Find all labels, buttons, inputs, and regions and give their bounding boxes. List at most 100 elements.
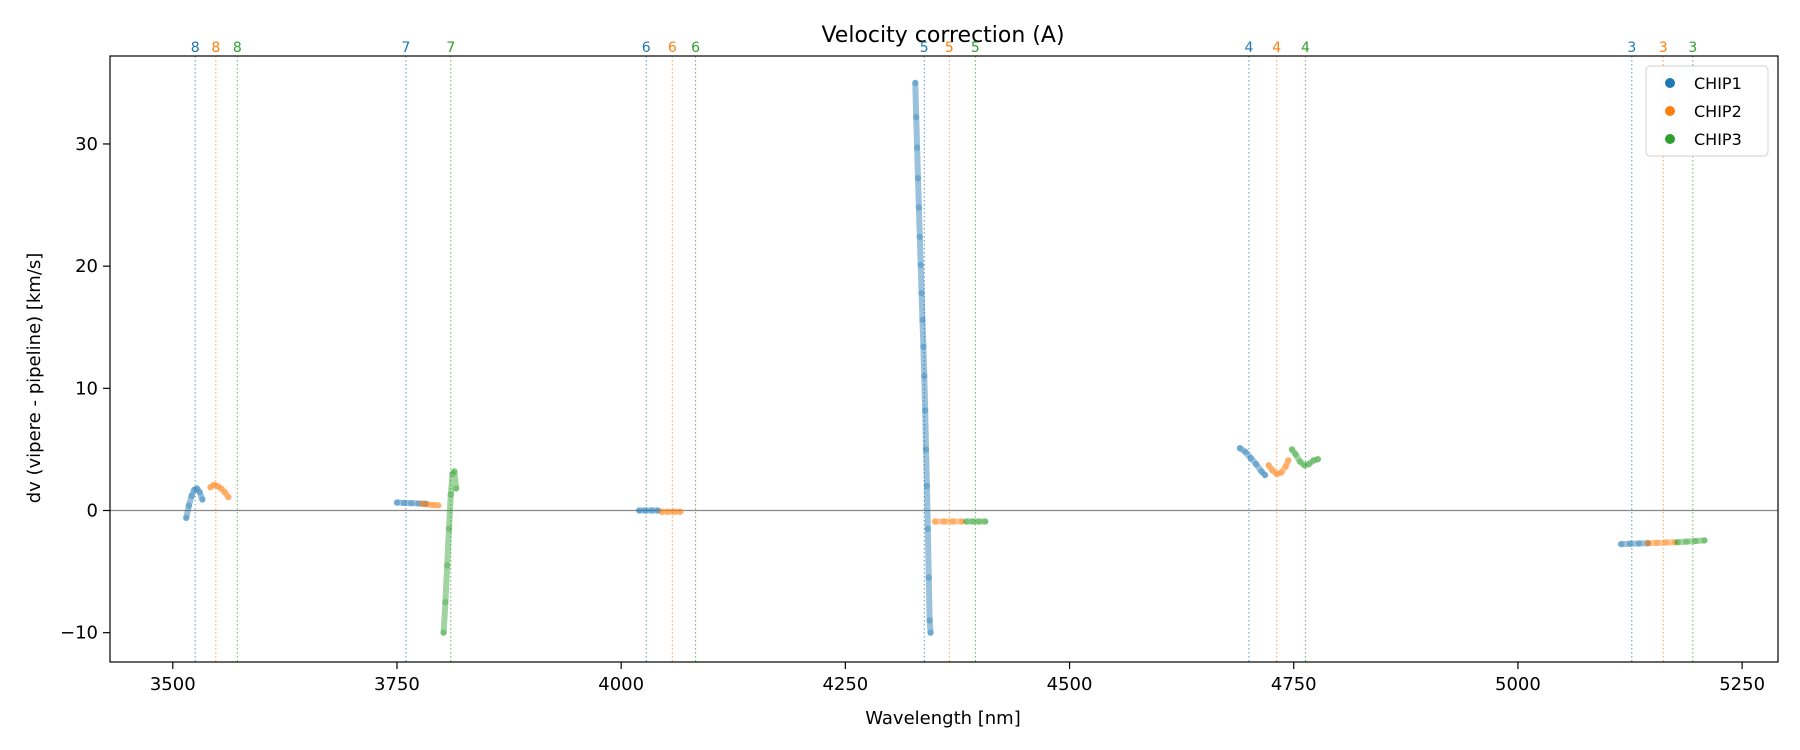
data-point-chip3 [1292, 451, 1299, 458]
data-point-chip1 [918, 289, 925, 297]
data-point-chip1 [1635, 540, 1643, 547]
data-point-chip1 [912, 79, 919, 87]
data-point-chip1 [1242, 448, 1249, 456]
series-trace-chip1 [393, 499, 429, 507]
data-point-chip3 [445, 525, 453, 533]
order-marker-label: 3 [1659, 40, 1668, 56]
series-trace-chip3 [1674, 537, 1708, 546]
data-point-chip2 [429, 501, 437, 509]
data-point-chip2 [1662, 539, 1670, 546]
series-trace-chip2 [1265, 457, 1292, 477]
data-point-chip3 [452, 485, 460, 492]
order-marker-label: 4 [1244, 40, 1253, 56]
series-trace-chip1 [912, 79, 934, 636]
data-point-chip2 [210, 481, 218, 489]
data-point-chip2 [424, 501, 431, 508]
data-point-chip2 [958, 518, 966, 525]
legend-box [1645, 65, 1769, 157]
data-point-chip3 [975, 518, 983, 525]
data-point-chip2 [1653, 539, 1661, 547]
data-point-chip2 [1282, 463, 1289, 470]
y-tick-label: 0 [87, 501, 98, 522]
order-marker-label: 7 [446, 40, 455, 56]
data-point-chip3 [1296, 458, 1304, 465]
data-point-chip3 [1288, 446, 1296, 453]
data-point-chip3 [982, 518, 989, 525]
data-point-chip1 [1252, 460, 1260, 468]
order-marker-label: 6 [668, 40, 677, 56]
data-point-chip3 [1301, 462, 1308, 469]
order-marker-label: 6 [642, 40, 651, 56]
legend-marker-chip1 [1665, 78, 1675, 88]
x-tick-label: 3750 [374, 674, 420, 695]
order-marker-label: 5 [920, 40, 929, 56]
data-point-chip1 [914, 174, 922, 182]
x-tick-label: 3500 [150, 674, 196, 695]
series-trace-chip2 [1644, 539, 1678, 547]
data-point-chip1 [1617, 540, 1625, 548]
data-point-chip1 [923, 482, 931, 490]
data-point-chip1 [196, 488, 203, 496]
x-tick-label: 4750 [1271, 674, 1317, 695]
data-point-chip2 [1277, 469, 1285, 476]
legend-label-chip1: CHIP1 [1694, 74, 1742, 93]
data-point-chip1 [408, 499, 415, 507]
data-point-chip1 [648, 507, 655, 514]
data-point-chip1 [1258, 468, 1265, 475]
order-marker-label: 4 [1272, 40, 1281, 56]
data-point-chip2 [658, 508, 665, 515]
legend-label-chip2: CHIP2 [1694, 102, 1742, 121]
data-point-chip2 [677, 508, 684, 515]
data-point-chip1 [924, 525, 932, 533]
order-marker-label: 6 [691, 40, 700, 56]
series-trace-chip1 [1236, 445, 1269, 479]
data-point-chip2 [1269, 466, 1276, 474]
order-marker-label: 5 [971, 40, 980, 56]
data-point-chip1 [919, 316, 926, 324]
data-point-chip1 [927, 629, 934, 636]
data-point-chip2 [1265, 462, 1272, 469]
y-tick-label: 10 [75, 378, 98, 399]
x-tick-label: 4000 [598, 674, 644, 695]
data-point-chip3 [447, 491, 454, 498]
series-trace-chip3 [440, 468, 460, 636]
data-point-chip2 [949, 518, 957, 525]
plot-area [110, 79, 1778, 636]
order-marker-label: 8 [233, 40, 242, 56]
data-point-chip3 [443, 562, 451, 569]
series-trace-chip1 [1618, 540, 1651, 548]
data-point-chip2 [1671, 539, 1679, 546]
data-point-chip3 [969, 518, 976, 525]
data-point-chip3 [1692, 537, 1699, 545]
data-point-chip1 [1236, 444, 1244, 452]
data-point-chip2 [207, 484, 214, 491]
order-marker-label: 8 [211, 40, 220, 56]
data-point-chip1 [916, 233, 923, 241]
order-marker-label: 4 [1301, 40, 1310, 56]
y-tick-label: 30 [75, 134, 98, 155]
data-point-chip3 [1305, 460, 1313, 468]
data-point-chip1 [921, 407, 929, 414]
data-point-chip3 [1683, 538, 1690, 545]
data-point-chip3 [963, 518, 970, 525]
x-tick-label: 5000 [1495, 674, 1541, 695]
legend-label-chip3: CHIP3 [1694, 130, 1742, 149]
data-point-chip1 [191, 486, 198, 493]
chart-title: Velocity correction (A) [821, 23, 1064, 48]
data-point-chip1 [422, 500, 429, 507]
data-point-chip1 [1644, 540, 1652, 547]
data-point-chip1 [635, 507, 643, 514]
data-point-chip1 [915, 204, 923, 211]
data-point-chip1 [654, 507, 662, 514]
data-point-chip1 [920, 343, 927, 350]
legend-marker-chip3 [1665, 134, 1675, 144]
y-tick-label: 20 [75, 256, 98, 277]
data-point-chip2 [664, 508, 671, 515]
x-tick-label: 5250 [1719, 674, 1765, 695]
x-tick-label: 4500 [1047, 674, 1093, 695]
order-marker-label: 7 [401, 40, 410, 56]
data-point-chip3 [1310, 457, 1317, 464]
order-marker-label: 5 [945, 40, 954, 56]
data-point-chip1 [1261, 471, 1269, 479]
